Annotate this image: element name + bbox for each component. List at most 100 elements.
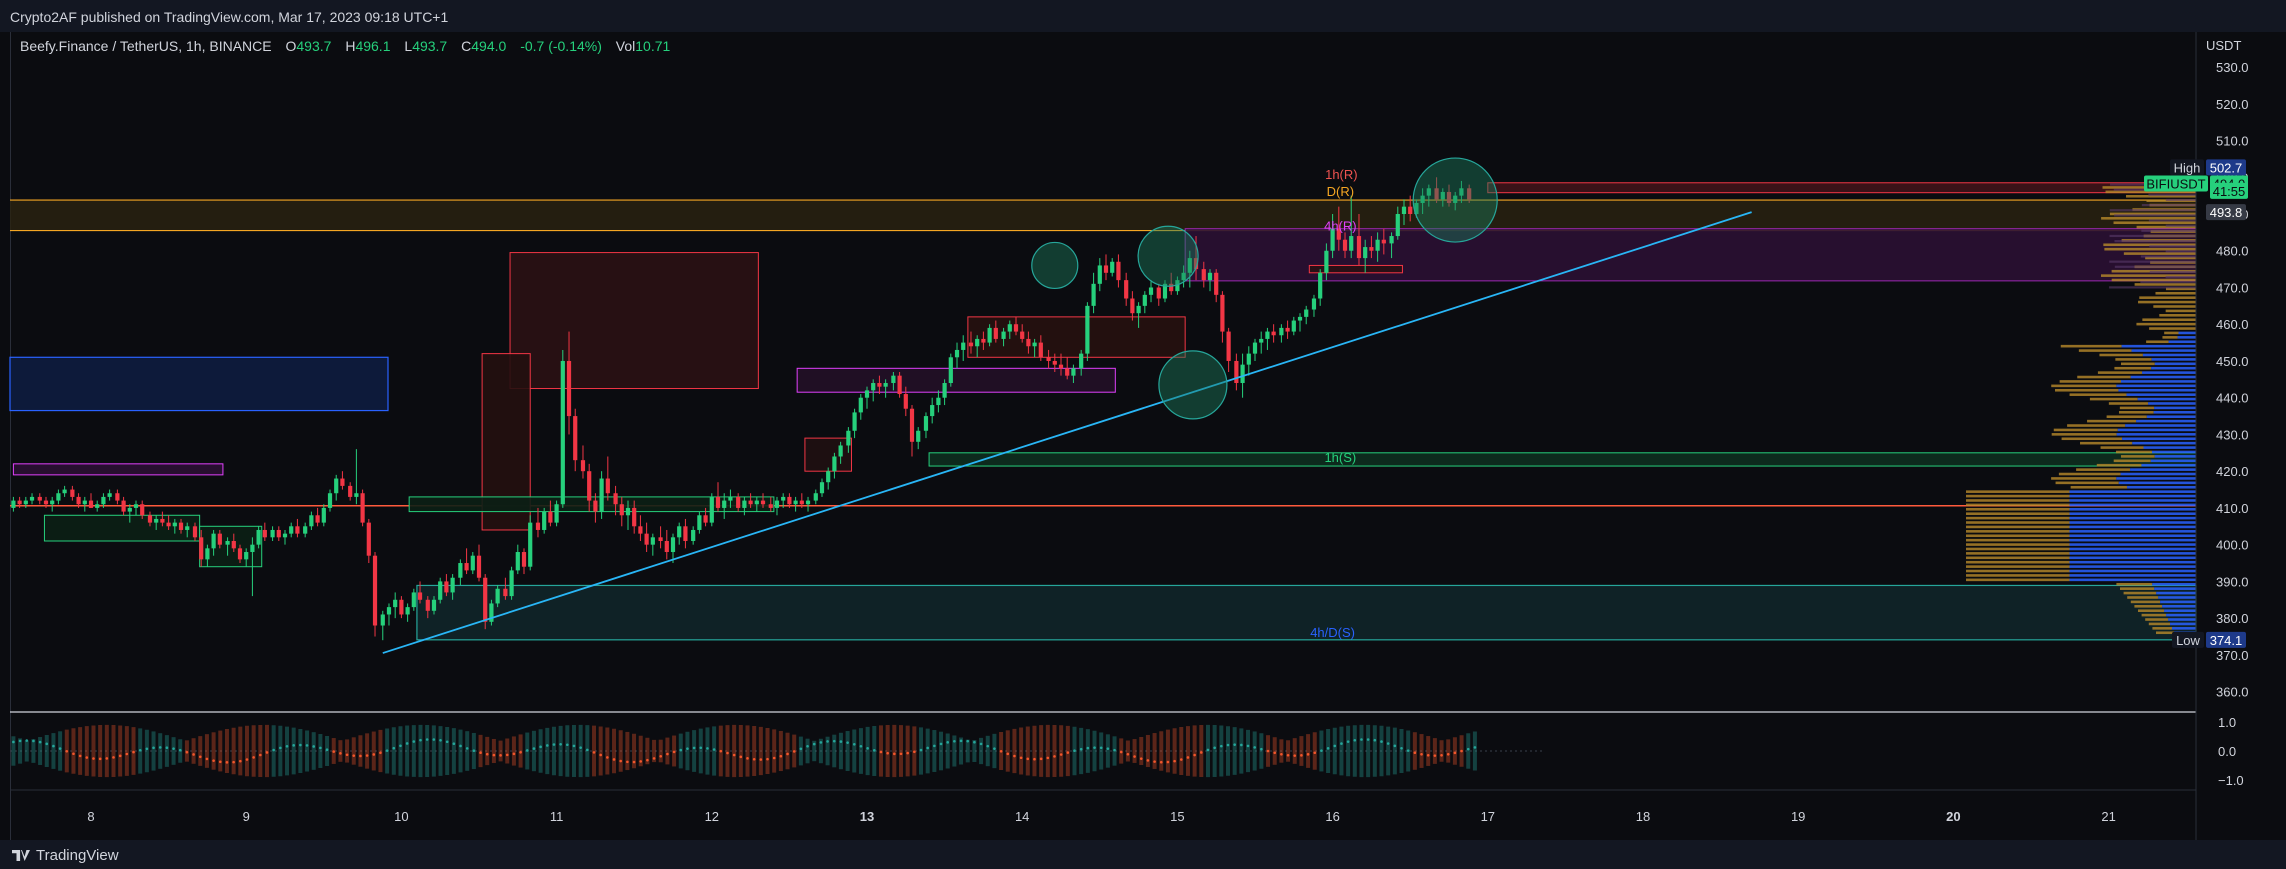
candle-body (613, 493, 618, 505)
osc-dot (172, 747, 175, 750)
candle-body (748, 500, 753, 505)
candle-body (62, 489, 67, 494)
osc-dot (112, 756, 115, 759)
candle-body (1207, 272, 1213, 281)
candle-body (11, 500, 16, 508)
label-1h-support: 1h(S) (1324, 450, 1356, 465)
y-tick-label: 470.0 (2216, 280, 2249, 295)
candle-body (178, 522, 184, 530)
candle-body (793, 500, 798, 505)
candle-body (444, 581, 449, 593)
osc-dot (639, 760, 643, 763)
osc-dot (178, 748, 182, 752)
osc-dot (392, 746, 396, 750)
candle-body (1181, 272, 1186, 281)
daily-resistance-zone (10, 200, 2196, 231)
osc-dot (1293, 754, 1297, 757)
candle-body (1226, 331, 1231, 361)
osc-dot (772, 756, 776, 760)
high-label: H (345, 38, 356, 54)
candle-body (768, 504, 773, 508)
countdown-badge-bg (2210, 182, 2248, 199)
osc-dot (872, 749, 876, 752)
osc-dot (505, 753, 509, 757)
osc-dot (1393, 744, 1397, 748)
osc-dot (1313, 751, 1317, 755)
low-tag: Low (2176, 633, 2200, 648)
axis-currency: USDT (2206, 38, 2241, 53)
osc-dot (1159, 760, 1163, 764)
candle-body (691, 529, 696, 541)
osc-dot (906, 751, 909, 755)
osc-dot (1019, 756, 1023, 760)
osc-dot (1146, 759, 1150, 762)
tradingview-logo[interactable]: TradingView (12, 847, 119, 864)
osc-dot (572, 744, 576, 748)
osc-dot (1433, 754, 1437, 757)
candle-body (1071, 368, 1076, 376)
osc-dot (18, 739, 22, 743)
candle-body (256, 529, 261, 545)
candle-body (372, 555, 378, 626)
osc-dot (132, 750, 135, 754)
osc-dot (839, 740, 843, 743)
osc-dot (1119, 750, 1123, 754)
osc-dot (332, 750, 336, 753)
candle-body (133, 504, 139, 508)
osc-dot (592, 751, 596, 754)
osc-dot (465, 747, 469, 750)
footer-bar: TradingView (0, 840, 2286, 869)
candle-body (521, 552, 527, 567)
osc-dot (32, 739, 35, 743)
osc-dot (806, 744, 809, 748)
osc-dot (1420, 753, 1423, 756)
candle-body (1110, 261, 1115, 273)
osc-dot (1406, 749, 1410, 752)
symbol-title: Beefy.Finance / TetherUS, 1h, BINANCE (20, 38, 272, 54)
osc-dot (1253, 746, 1256, 749)
candle-body (709, 496, 714, 523)
osc-dot (779, 754, 783, 758)
candle-body (1169, 283, 1174, 292)
x-tick-label: 13 (860, 809, 874, 824)
osc-dot (846, 741, 849, 744)
osc-dot (1246, 744, 1250, 748)
osc-dot (45, 742, 49, 746)
label-1h-resistance: 1h(R) (1325, 167, 1358, 182)
candle-body (354, 493, 359, 497)
osc-dot (692, 746, 696, 750)
candle-body (1026, 338, 1031, 347)
candle-body (819, 482, 825, 494)
osc-dot (359, 754, 362, 758)
osc-dot (58, 747, 62, 750)
osc-dot (272, 748, 275, 752)
osc-dot (485, 752, 489, 756)
osc-dot (425, 738, 429, 741)
osc-dot (566, 743, 569, 747)
osc-dot (439, 739, 442, 742)
osc-dot (352, 754, 356, 757)
candle-body (548, 511, 553, 523)
osc-dot (25, 739, 29, 742)
y-tick-label: 520.0 (2216, 97, 2249, 112)
x-tick-label: 16 (1325, 809, 1339, 824)
candle-body (1116, 261, 1121, 281)
osc-dot (512, 752, 516, 756)
highlight-circle (1158, 350, 1228, 420)
axis-layer: USDT530.0520.0510.0500.0490.0480.0470.04… (10, 32, 2249, 840)
osc-dot (1333, 744, 1337, 748)
x-tick-label: 17 (1481, 809, 1495, 824)
osc-dot (492, 753, 496, 757)
candle-body (1252, 342, 1258, 354)
candle-body (1271, 331, 1276, 336)
candle-body (1408, 206, 1413, 215)
candle-body (909, 408, 915, 442)
osc-dot (1260, 747, 1263, 751)
candle-body (1440, 191, 1445, 200)
osc-dot (1046, 756, 1050, 760)
osc-dot (699, 746, 703, 750)
candle-body (954, 349, 960, 358)
candle-body (1052, 360, 1057, 365)
close-label: C (461, 38, 472, 54)
